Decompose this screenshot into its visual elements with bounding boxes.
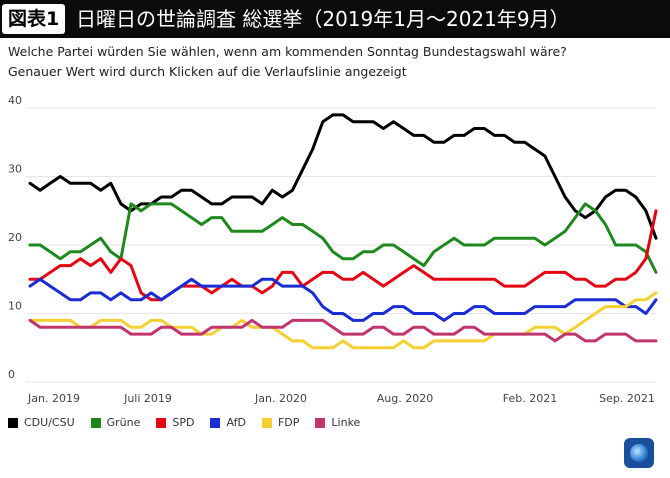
chart-title: 日曜日の世論調査 総選挙（2019年1月〜2021年9月） xyxy=(76,7,570,31)
legend-swatch xyxy=(156,417,167,428)
legend-item-3: AfD xyxy=(210,416,246,429)
y-tick-label-20: 20 xyxy=(8,231,22,244)
legend-item-4: FDP xyxy=(261,416,300,429)
x-tick-label-4: Feb. 2021 xyxy=(503,392,557,405)
legend-label: Linke xyxy=(331,416,361,429)
legend-swatch xyxy=(210,417,221,428)
legend-label: FDP xyxy=(277,416,300,429)
series-line-cdu-csu[interactable] xyxy=(28,113,658,240)
chart-subtitle-2: Genauer Wert wird durch Klicken auf die … xyxy=(8,64,407,79)
legend-label: AfD xyxy=(226,416,246,429)
y-tick-label-0: 0 xyxy=(8,368,15,381)
legend-swatch xyxy=(8,417,18,428)
legend-label: SPD xyxy=(172,416,195,429)
legend-item-1: Grüne xyxy=(90,416,141,429)
broadcaster-logo xyxy=(624,438,654,468)
x-tick-label-3: Aug. 2020 xyxy=(377,392,433,405)
x-tick-label-5: Sep. 2021 xyxy=(599,392,655,405)
y-tick-label-10: 10 xyxy=(8,300,22,313)
series-line-fdp[interactable] xyxy=(28,291,658,350)
legend: CDU/CSU Grüne SPD AfD FDP Linke xyxy=(8,416,360,429)
logo-globe-icon xyxy=(630,444,648,462)
series-line-afd[interactable] xyxy=(28,277,658,322)
series-lines xyxy=(28,113,658,350)
series-line-linke[interactable] xyxy=(28,318,658,343)
legend-swatch xyxy=(90,417,101,428)
x-axis-ticks: Jan. 2019 Juli 2019 Jan. 2020 Aug. 2020 Feb.… xyxy=(27,392,655,405)
legend-label: Grüne xyxy=(106,416,141,429)
y-tick-label-40: 40 xyxy=(8,94,22,107)
legend-swatch xyxy=(261,417,272,428)
figure-badge: 図表1 xyxy=(2,4,66,34)
x-tick-label-1: Juli 2019 xyxy=(123,392,172,405)
series-line-spd[interactable] xyxy=(28,209,658,302)
legend-item-5: Linke xyxy=(315,416,360,429)
legend-swatch xyxy=(315,417,326,428)
series-line-gr-ne[interactable] xyxy=(28,202,658,274)
x-tick-label-2: Jan. 2020 xyxy=(254,392,307,405)
y-tick-label-30: 30 xyxy=(8,163,22,176)
title-bar: 図表1 日曜日の世論調査 総選挙（2019年1月〜2021年9月） xyxy=(0,0,670,38)
chart-subtitle: Welche Partei würden Sie wählen, wenn am… xyxy=(8,44,567,59)
y-axis-ticks: 0 10 20 30 40 xyxy=(8,94,22,381)
legend-item-2: SPD xyxy=(156,416,194,429)
legend-label: CDU/CSU xyxy=(24,416,75,429)
line-chart: 0 10 20 30 40 Jan. 2019 Juli 2019 Jan. 2020 Aug… xyxy=(8,94,658,405)
x-tick-label-0: Jan. 2019 xyxy=(27,392,80,405)
legend-item-0: CDU/CSU xyxy=(8,416,75,429)
